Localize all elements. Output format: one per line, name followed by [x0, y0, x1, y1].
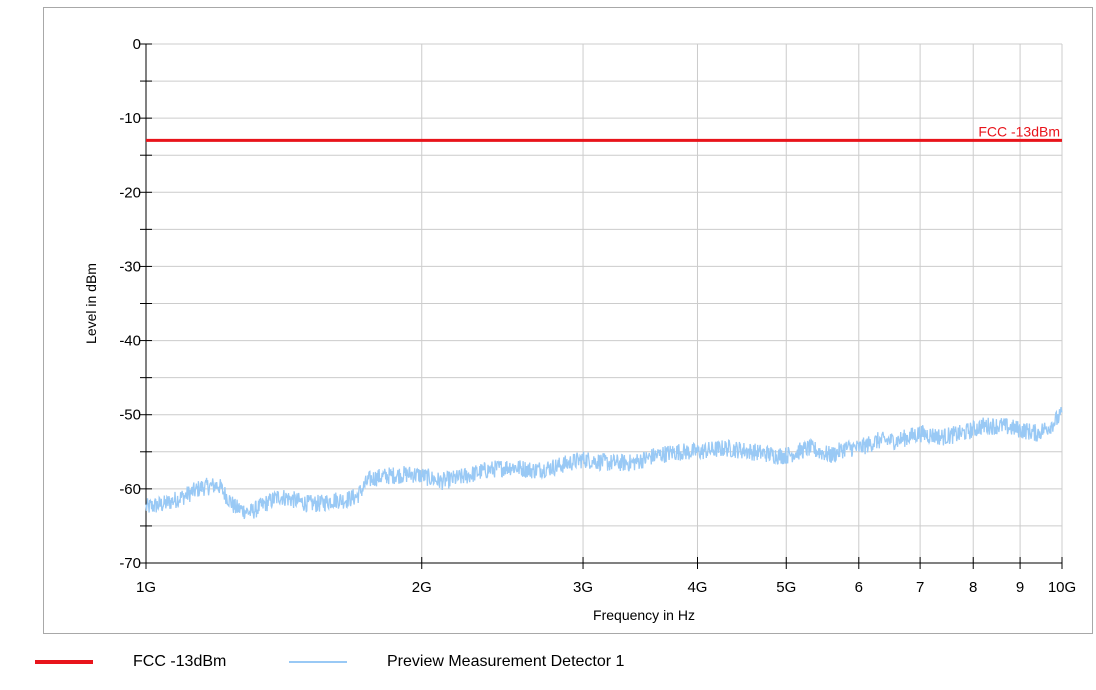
y-tick-label: -70 [119, 555, 141, 572]
legend-item-series: Preview Measurement Detector 1 [289, 642, 624, 682]
legend-label-series: Preview Measurement Detector 1 [387, 653, 625, 670]
y-tick-label: -60 [119, 481, 141, 498]
limit-line-label: FCC -13dBm [978, 123, 1060, 139]
y-tick-label: -40 [119, 333, 141, 350]
x-tick-label: 4G [687, 579, 707, 596]
x-tick-label: 10G [1048, 579, 1076, 596]
x-tick-label: 6 [855, 579, 863, 596]
x-tick-label: 5G [776, 579, 796, 596]
x-tick-label: 1G [136, 579, 156, 596]
series-line-1 [145, 407, 1063, 520]
x-tick-label: 7 [916, 579, 924, 596]
x-tick-label: 2G [412, 579, 432, 596]
y-tick-label: -50 [119, 407, 141, 424]
y-tick-label: -20 [119, 184, 141, 201]
legend-item-limit: FCC -13dBm [35, 642, 226, 682]
legend-label-limit: FCC -13dBm [133, 653, 227, 670]
x-tick-label: 8 [969, 579, 977, 596]
legend-swatch-limit [35, 660, 93, 664]
y-axis-title: Level in dBm [83, 263, 99, 344]
y-tick-label: 0 [133, 36, 141, 53]
y-tick-label: -30 [119, 258, 141, 275]
y-tick-label: -10 [119, 110, 141, 127]
x-tick-label: 3G [573, 579, 593, 596]
legend-swatch-series [289, 661, 347, 663]
x-axis-title: Frequency in Hz [593, 607, 695, 623]
x-tick-label: 9 [1016, 579, 1024, 596]
